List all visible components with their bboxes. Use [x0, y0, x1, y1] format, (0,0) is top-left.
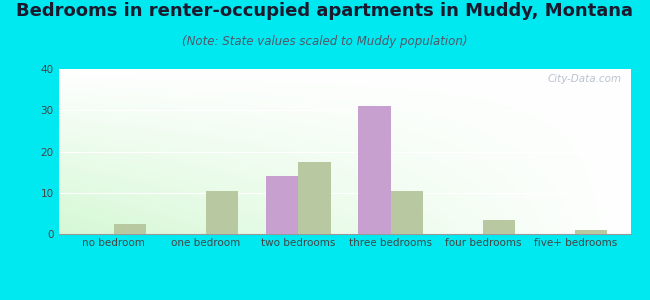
Bar [266, 176, 298, 234]
Text: Bedrooms in renter-occupied apartments in Muddy, Montana: Bedrooms in renter-occupied apartments i… [16, 2, 634, 20]
Text: City-Data.com: City-Data.com [548, 74, 622, 84]
Bar [391, 191, 423, 234]
Text: (Note: State values scaled to Muddy population): (Note: State values scaled to Muddy popu… [182, 34, 468, 47]
Bar [114, 224, 146, 234]
Bar [298, 162, 331, 234]
Bar [575, 230, 608, 234]
Bar [483, 220, 515, 234]
Bar [206, 191, 239, 234]
Bar [358, 106, 391, 234]
